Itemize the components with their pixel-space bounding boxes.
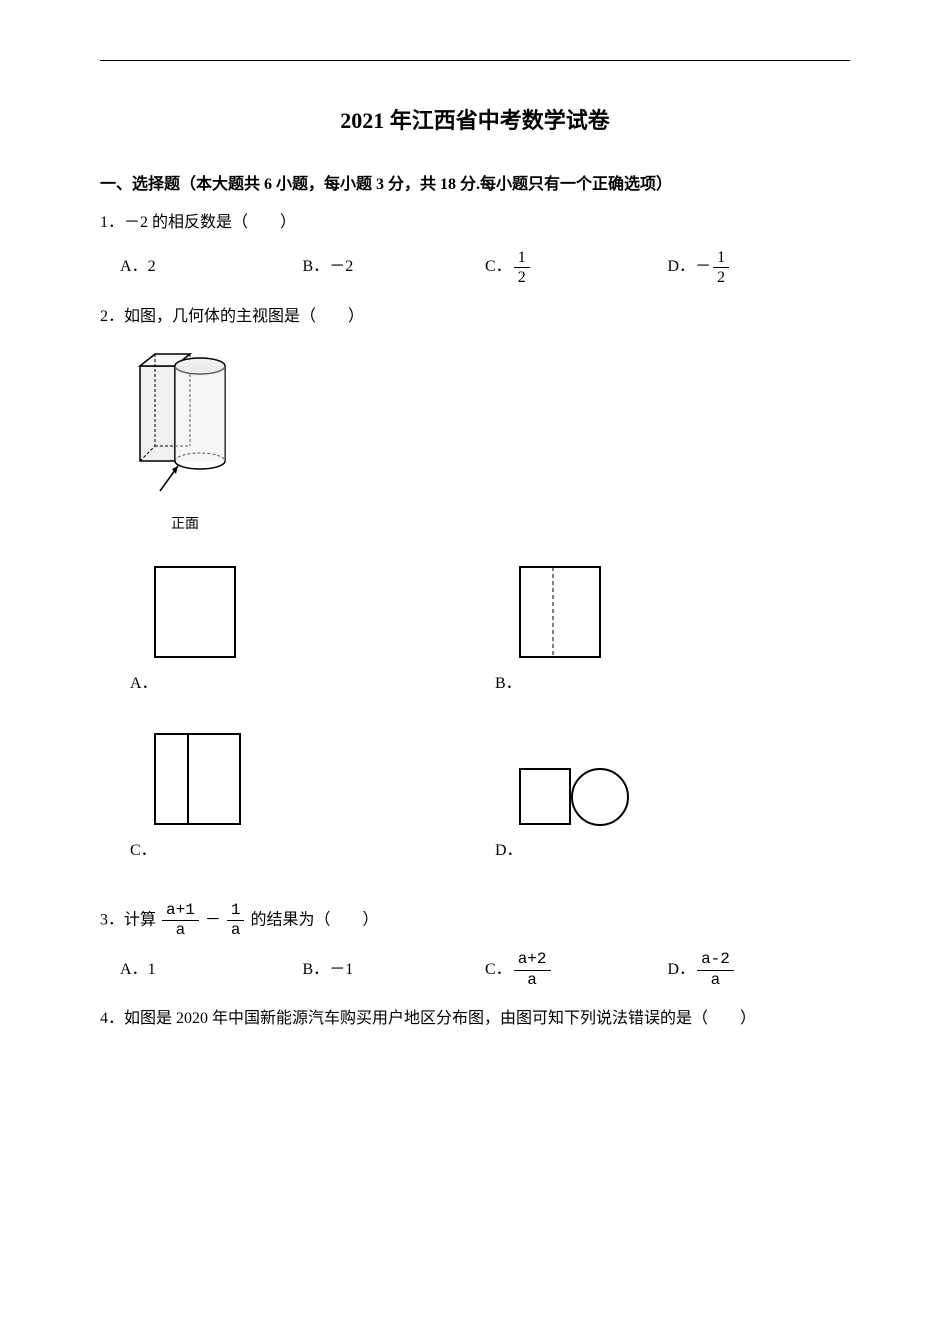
q3-frac1-den: a [162, 921, 199, 940]
q3-optC-num: a+2 [514, 950, 551, 970]
q1-optC-fraction: 1 2 [514, 248, 530, 287]
q3-option-b: B． －1 [303, 950, 486, 989]
q1-text: 1．－2 的相反数是（ ） [100, 209, 850, 238]
section-header: 一、选择题（本大题共 6 小题，每小题 3 分，共 18 分.每小题只有一个正确… [100, 171, 850, 200]
q2-optA-label: A． [120, 670, 485, 699]
q2-option-c: C． [120, 719, 485, 866]
q3-optD-fraction: a-2 a [697, 950, 734, 989]
q3-optC-den: a [514, 971, 551, 990]
q3-suffix: 的结果为（ ） [250, 911, 378, 928]
q2-figC-icon [150, 729, 250, 829]
q1-optC-den: 2 [514, 268, 530, 287]
q2-front-label: 正面 [130, 512, 240, 537]
q3-frac2-den: a [227, 921, 245, 940]
q3-optC-label: C． [485, 956, 512, 985]
q3-optB-label: B． [303, 956, 330, 985]
q2-option-figures: A． B． C． [100, 552, 850, 886]
q2-optC-label: C． [120, 837, 485, 866]
q3-option-c: C． a+2 a [485, 950, 668, 989]
q1-optD-den: 2 [713, 268, 729, 287]
q1-optD-num: 1 [713, 248, 729, 268]
top-divider [100, 60, 850, 61]
q2-figD-icon [515, 759, 635, 829]
q1-options: A． 2 B． －2 C． 1 2 D． － 1 2 [100, 248, 850, 287]
q4-text: 4．如图是 2020 年中国新能源汽车购买用户地区分布图，由图可知下列说法错误的… [100, 1005, 850, 1034]
q2-option-d: D． [485, 719, 850, 866]
q1-optC-num: 1 [514, 248, 530, 268]
q3-option-d: D． a-2 a [668, 950, 851, 989]
q3-prefix: 3．计算 [100, 911, 156, 928]
q3-optD-label: D． [668, 956, 696, 985]
q2-text: 2．如图，几何体的主视图是（ ） [100, 303, 850, 332]
q1-option-b: B． －2 [303, 248, 486, 287]
q2-figA-icon [150, 562, 240, 662]
q3-frac1-num: a+1 [162, 901, 199, 921]
q3-optA-value: 1 [148, 956, 156, 985]
question-3: 3．计算 a+1 a － 1 a 的结果为（ ） A． 1 B． －1 C． [100, 901, 850, 990]
q2-figB-icon [515, 562, 605, 662]
q2-main-figure: 正面 [100, 346, 850, 537]
q3-frac2: 1 a [227, 901, 245, 940]
question-1: 1．－2 的相反数是（ ） A． 2 B． －2 C． 1 2 D． － [100, 209, 850, 287]
q1-optD-fraction: 1 2 [713, 248, 729, 287]
q1-optB-label: B． [303, 253, 330, 282]
q1-optC-label: C． [485, 253, 512, 282]
q3-optD-num: a-2 [697, 950, 734, 970]
q1-optD-prefix: － [695, 253, 711, 282]
q3-optA-label: A． [120, 956, 148, 985]
q3-frac2-num: 1 [227, 901, 245, 921]
q3-frac1: a+1 a [162, 901, 199, 940]
geometry-solid-icon [130, 346, 240, 496]
q3-options: A． 1 B． －1 C． a+2 a D． a-2 a [100, 950, 850, 989]
q1-optA-value: 2 [148, 253, 156, 282]
page-title: 2021 年江西省中考数学试卷 [100, 101, 850, 141]
question-2: 2．如图，几何体的主视图是（ ） 正面 [100, 303, 850, 886]
q1-optA-label: A． [120, 253, 148, 282]
q1-optB-value: －2 [329, 253, 353, 282]
q1-option-d: D． － 1 2 [668, 248, 851, 287]
q3-optC-fraction: a+2 a [514, 950, 551, 989]
q3-mid: － [205, 911, 221, 928]
q3-optB-value: －1 [329, 956, 353, 985]
q2-optD-label: D． [485, 837, 850, 866]
q2-option-b: B． [485, 552, 850, 699]
q2-option-a: A． [120, 552, 485, 699]
q1-option-c: C． 1 2 [485, 248, 668, 287]
q3-option-a: A． 1 [120, 950, 303, 989]
q2-optB-label: B． [485, 670, 850, 699]
q3-optD-den: a [697, 971, 734, 990]
question-4: 4．如图是 2020 年中国新能源汽车购买用户地区分布图，由图可知下列说法错误的… [100, 1005, 850, 1034]
q3-text: 3．计算 a+1 a － 1 a 的结果为（ ） [100, 901, 850, 940]
q1-optD-label: D． [668, 253, 696, 282]
q1-option-a: A． 2 [120, 248, 303, 287]
